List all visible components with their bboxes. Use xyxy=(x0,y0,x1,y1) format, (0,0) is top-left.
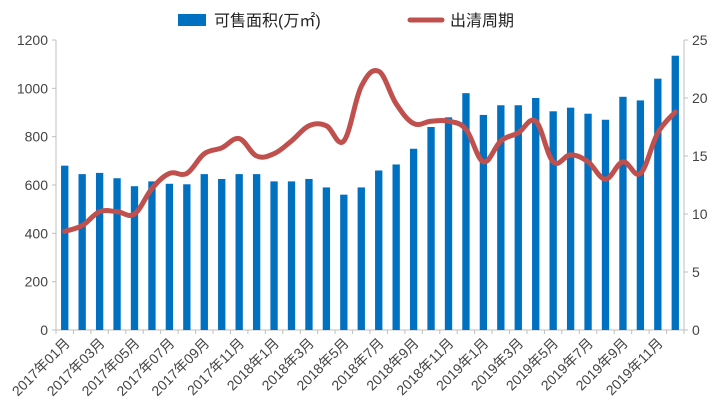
bar-26 xyxy=(497,105,505,330)
bar-23 xyxy=(444,117,453,330)
bar-36 xyxy=(671,55,679,330)
y-right-tick-label: 10 xyxy=(692,206,708,222)
bar-28 xyxy=(532,98,540,330)
bar-35 xyxy=(654,78,662,331)
bar-1 xyxy=(61,165,69,330)
y-right-tick-label: 15 xyxy=(692,148,708,164)
y-right-tick-label: 5 xyxy=(692,264,700,280)
legend: 可售面积(万㎡) 出清周期 xyxy=(178,12,514,30)
y-left-tick-label: 1200 xyxy=(17,32,48,48)
bar-13 xyxy=(270,181,278,330)
bar-15 xyxy=(305,178,313,330)
clearance-cycle-line xyxy=(62,68,678,234)
y-left-tick-label: 0 xyxy=(40,322,48,338)
bar-21 xyxy=(409,148,418,330)
y-left-tick-label: 600 xyxy=(25,177,49,193)
y-left-tick-label: 800 xyxy=(25,129,49,145)
legend-label-area: 可售面积(万㎡) xyxy=(214,12,321,30)
bar-34 xyxy=(636,100,645,331)
bar-4 xyxy=(113,178,121,330)
bar-6 xyxy=(148,181,156,330)
bar-22 xyxy=(427,127,435,330)
y-left-tick-label: 1000 xyxy=(17,80,48,96)
bar-16 xyxy=(322,187,331,330)
y-right-tick-label: 25 xyxy=(692,32,708,48)
y-left-tick-label: 400 xyxy=(25,225,49,241)
bar-14 xyxy=(287,181,296,330)
y-right-tick-label: 0 xyxy=(692,322,700,338)
bar-29 xyxy=(549,111,557,331)
bar-19 xyxy=(375,170,383,330)
bar-12 xyxy=(252,174,261,330)
y-left-tick-label: 200 xyxy=(25,274,49,290)
bar-17 xyxy=(340,194,348,330)
bar-32 xyxy=(601,119,610,330)
bar-27 xyxy=(514,105,522,330)
bar-11 xyxy=(235,174,243,330)
bar-31 xyxy=(584,113,592,330)
bar-18 xyxy=(357,187,365,330)
bar-8 xyxy=(183,184,191,330)
bar-7 xyxy=(165,183,174,330)
bar-series xyxy=(61,55,679,331)
bar-9 xyxy=(200,174,208,330)
y-right-tick-label: 20 xyxy=(692,90,708,106)
bar-10 xyxy=(218,178,226,330)
legend-bar-swatch xyxy=(178,14,206,26)
bar-24 xyxy=(462,93,470,331)
legend-label-cycle: 出清周期 xyxy=(450,12,514,30)
bar-5 xyxy=(130,186,139,330)
axes: 0 200 400 600 800 1000 1200 0 5 10 15 20 25 xyxy=(17,32,708,338)
bar-20 xyxy=(392,164,400,330)
x-axis-labels: 2017年01月2017年03月2017年05月2017年07月2017年09月… xyxy=(9,335,666,399)
bar-2 xyxy=(78,174,86,330)
bar-33 xyxy=(619,96,627,331)
bar-30 xyxy=(566,107,575,331)
line-series xyxy=(62,68,678,234)
bar-3 xyxy=(95,172,104,330)
bar-25 xyxy=(479,114,488,331)
